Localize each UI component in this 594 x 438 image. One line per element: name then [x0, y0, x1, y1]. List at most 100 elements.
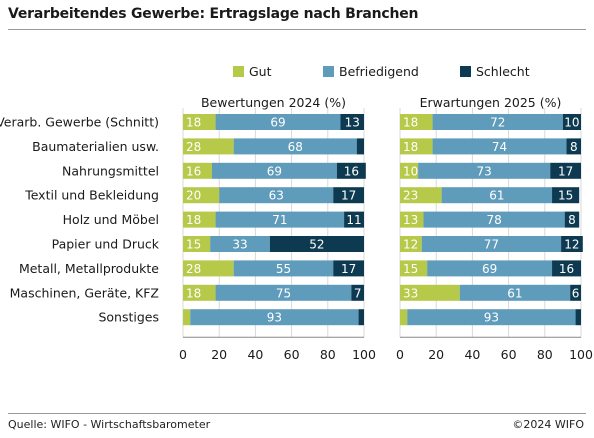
data-label: 12	[564, 238, 579, 252]
bar-segment-befriedigend	[427, 260, 553, 277]
data-label: 61	[507, 286, 522, 300]
legend-swatch-gut	[233, 66, 244, 77]
data-label: 13	[345, 116, 360, 130]
bar-segment-gut	[183, 162, 212, 179]
bar-segment-schlecht	[358, 309, 364, 326]
bar-segment-befriedigend	[407, 309, 576, 326]
x-tick-label: 0	[396, 347, 404, 362]
legend-swatch-schlecht	[460, 66, 471, 77]
bar-segment-befriedigend	[423, 211, 565, 228]
data-label: 69	[270, 116, 285, 130]
data-label: 8	[568, 213, 576, 227]
bar-segment-befriedigend	[215, 114, 341, 130]
bar-segment-schlecht	[344, 211, 364, 228]
data-label: 15	[403, 262, 418, 276]
bar-segment-gut	[400, 236, 422, 252]
bar-segment-befriedigend	[219, 187, 334, 204]
data-label: 17	[341, 262, 356, 276]
data-label: 6	[572, 286, 580, 300]
data-label: 16	[344, 164, 359, 178]
category-label: Maschinen, Geräte, KFZ	[10, 285, 159, 300]
legend-swatch-befriedigend	[323, 66, 334, 77]
data-label: 10	[564, 116, 579, 130]
bar-segment-schlecht	[552, 187, 580, 204]
x-tick-label: 20	[428, 347, 444, 362]
data-label: 28	[186, 262, 201, 276]
bar-segment-befriedigend	[432, 138, 567, 155]
bar-segment-befriedigend	[233, 138, 357, 155]
bar-segment-befriedigend	[211, 162, 337, 179]
x-tick-label: 60	[501, 347, 517, 362]
bar-segment-schlecht	[333, 260, 364, 277]
x-tick-label: 20	[211, 347, 227, 362]
data-label: 15	[186, 238, 201, 252]
data-label: 18	[403, 116, 418, 130]
x-tick-label: 100	[569, 347, 593, 362]
data-label: 63	[269, 189, 284, 203]
data-label: 78	[486, 213, 501, 227]
data-label: 28	[186, 140, 201, 154]
legend-label-gut: Gut	[249, 64, 272, 79]
data-label: 13	[403, 213, 418, 227]
data-label: 7	[354, 286, 362, 300]
data-label: 75	[276, 286, 291, 300]
data-label: 61	[489, 189, 504, 203]
footer-divider	[8, 413, 586, 414]
legend-label-schlecht: Schlecht	[476, 64, 530, 79]
x-tick-label: 40	[464, 347, 480, 362]
bar-segment-befriedigend	[418, 162, 551, 179]
bar-segment-befriedigend	[190, 309, 359, 326]
bar-segment-schlecht	[552, 260, 581, 277]
data-label: 20	[186, 189, 201, 203]
bar-segment-gut	[183, 187, 220, 204]
data-label: 68	[288, 140, 303, 154]
x-tick-label: 40	[247, 347, 263, 362]
x-tick-label: 100	[352, 347, 376, 362]
data-label: 73	[477, 164, 492, 178]
data-label: 18	[403, 140, 418, 154]
category-label: Sonstiges	[98, 310, 159, 325]
bar-segment-schlecht	[336, 162, 366, 179]
bar-segment-befriedigend	[432, 114, 563, 130]
bar-segment-befriedigend	[233, 260, 334, 277]
category-label: Metall, Metallprodukte	[19, 261, 159, 276]
data-label: 17	[341, 189, 356, 203]
bar-segment-befriedigend	[215, 211, 345, 228]
category-label: Nahrungsmittel	[62, 163, 159, 178]
bar-segment-gut	[400, 309, 408, 326]
panel-title-2: Erwartungen 2025 (%)	[420, 95, 562, 110]
category-label: Verarb. Gewerbe (Schnitt)	[0, 115, 159, 130]
bar-segment-befriedigend	[210, 236, 270, 252]
bar-segment-schlecht	[351, 284, 364, 301]
bar-segment-gut	[183, 211, 216, 228]
data-label: 18	[186, 213, 201, 227]
category-label: Papier und Druck	[52, 237, 160, 252]
data-label: 33	[403, 286, 418, 300]
bar-segment-befriedigend	[459, 284, 571, 301]
bar-segment-gut	[400, 187, 442, 204]
x-tick-label: 80	[537, 347, 553, 362]
bar-segment-gut	[183, 114, 216, 130]
data-label: 11	[346, 213, 361, 227]
bar-segment-befriedigend	[215, 284, 352, 301]
data-label: 18	[186, 116, 201, 130]
category-label: Baumaterialien usw.	[32, 139, 159, 154]
bar-segment-gut	[183, 284, 216, 301]
bar-segment-befriedigend	[441, 187, 553, 204]
data-label: 10	[403, 164, 418, 178]
bar-segment-gut	[183, 236, 211, 252]
data-label: 74	[492, 140, 507, 154]
data-label: 23	[403, 189, 418, 203]
data-label: 33	[232, 238, 247, 252]
data-label: 93	[484, 311, 499, 325]
data-label: 55	[276, 262, 291, 276]
panel-title-1: Bewertungen 2024 (%)	[201, 95, 346, 110]
data-label: 93	[267, 311, 282, 325]
data-label: 16	[559, 262, 574, 276]
bar-segment-schlecht	[333, 187, 364, 204]
x-tick-label: 0	[179, 347, 187, 362]
stacked-bar-chart: Gut Befriedigend Schlecht Verarb. Gewerbe (…	[0, 64, 593, 362]
bar-segment-schlecht	[340, 114, 364, 130]
data-label: 12	[403, 238, 418, 252]
bar-segment-gut	[183, 260, 234, 277]
